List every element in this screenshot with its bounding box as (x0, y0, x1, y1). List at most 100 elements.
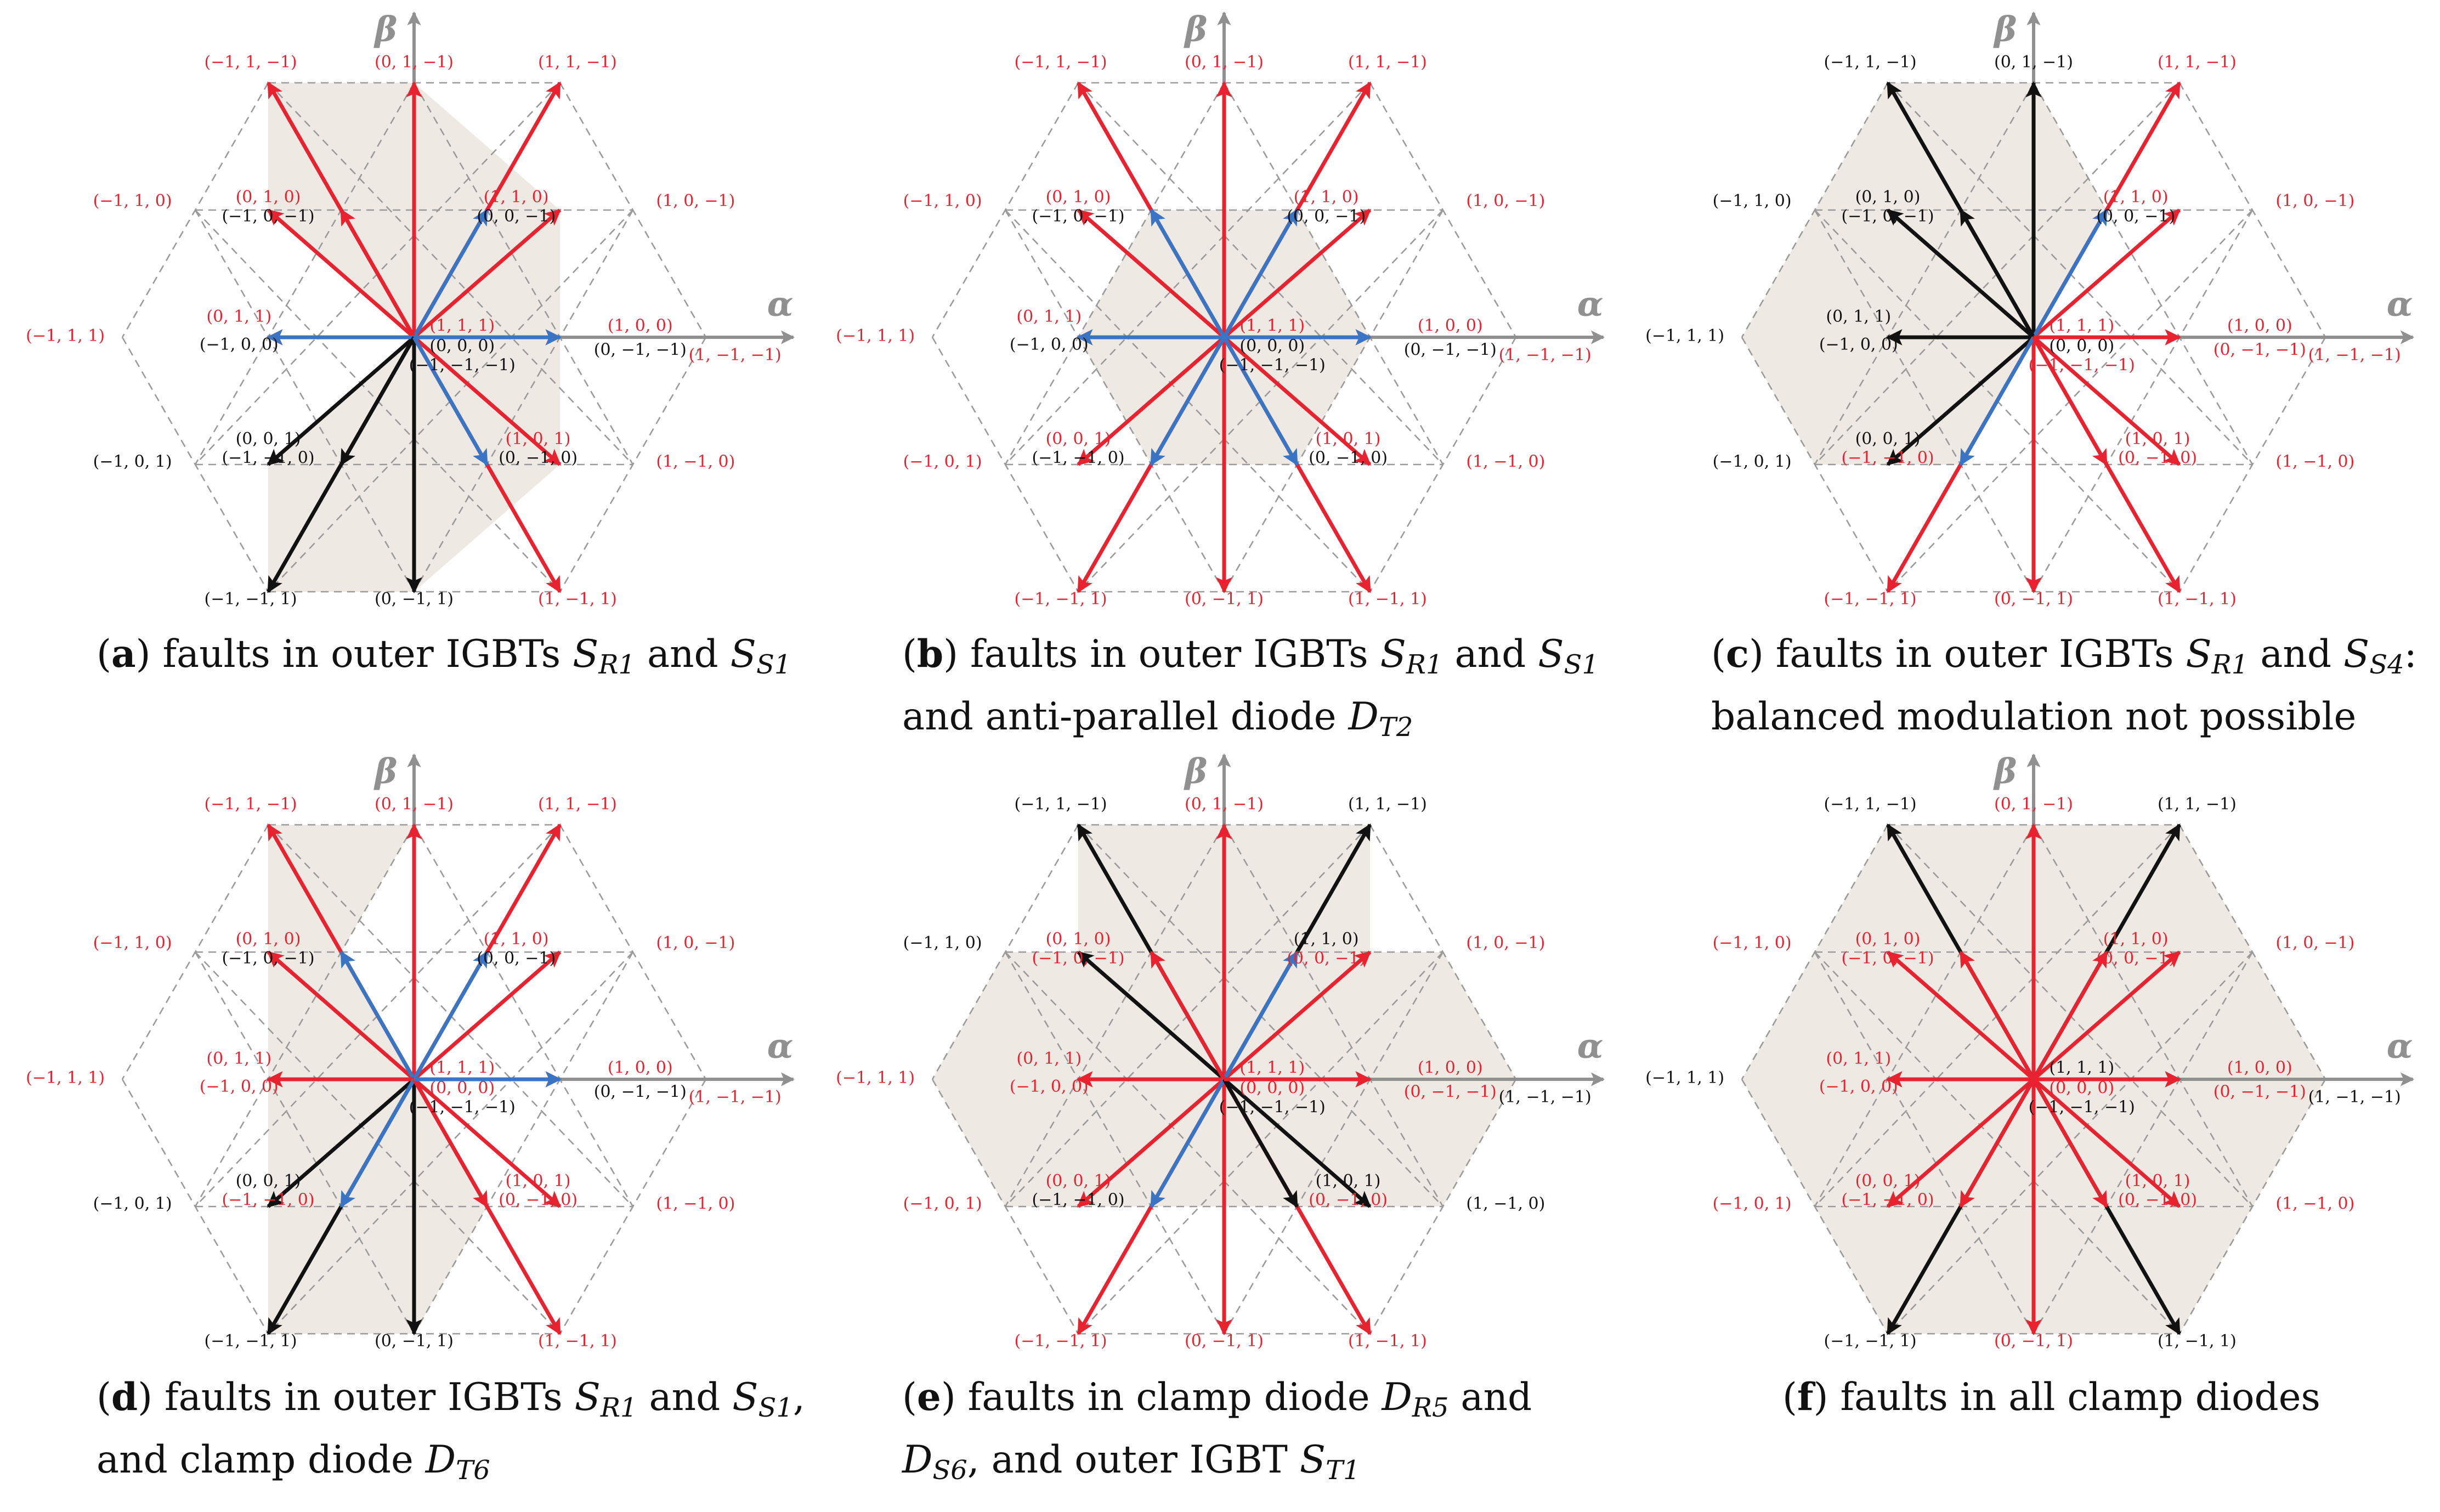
caption-text: and clamp diode (97, 1438, 426, 1482)
caption-text: T6 (456, 1455, 490, 1486)
label-large-npp: (−1, 1, 1) (26, 1068, 105, 1088)
label-large-pnn: (1, −1, −1) (1499, 1088, 1592, 1107)
label-small-nno: (−1, −1, 0) (1032, 1191, 1124, 1210)
panel-c: αβ(1, 1, −1)(0, 1, −1)(−1, 1, −1)(−1, 1,… (1645, 9, 2413, 609)
label-small-oop: (0, 0, 1) (1855, 429, 1921, 449)
caption-text: and (635, 632, 731, 676)
caption-text: and (1449, 1375, 1532, 1419)
label-small-opp: (0, 1, 1) (206, 1049, 271, 1068)
label-small-onn: (0, −1, −1) (1404, 1082, 1497, 1101)
label-large-pnp: (1, −1, 1) (538, 590, 617, 609)
caption-line: (e) faults in clamp diode DR5 and (902, 1371, 1532, 1434)
caption-text: S1 (758, 1392, 792, 1423)
label-small-oop: (0, 0, 1) (1855, 1171, 1921, 1191)
label-large-nnp: (−1, −1, 1) (1824, 1332, 1917, 1351)
label-small-ppo: (1, 1, 0) (484, 188, 549, 207)
label-large-pon: (1, 0, −1) (1466, 191, 1545, 211)
label-zero-nnn: (−1, −1, −1) (409, 1097, 516, 1117)
caption-text: D (902, 1438, 932, 1482)
caption-text: : (2404, 632, 2417, 676)
label-large-onp: (0, −1, 1) (1185, 1332, 1264, 1351)
caption-text: d (111, 1375, 138, 1419)
label-large-opn: (0, 1, −1) (375, 53, 454, 72)
label-zero-ooo: (0, 0, 0) (2049, 1079, 2114, 1098)
label-large-pnp: (1, −1, 1) (538, 1332, 617, 1351)
caption-line: (c) faults in outer IGBTs SR1 and SS4: (1711, 628, 2417, 691)
caption-text: ) faults in outer IGBTs (138, 1375, 574, 1419)
label-small-non: (−1, 0, −1) (222, 207, 314, 226)
label-large-nop: (−1, 0, 1) (903, 452, 982, 472)
label-small-ono: (0, −1, 0) (499, 1191, 578, 1210)
label-small-nno: (−1, −1, 0) (1841, 1191, 1934, 1210)
caption-text: and anti-parallel diode (902, 695, 1348, 739)
label-large-pno: (1, −1, 0) (656, 452, 735, 472)
label-small-opp: (0, 1, 1) (1016, 1049, 1082, 1068)
label-zero-ppp: (1, 1, 1) (429, 1058, 495, 1077)
label-large-nnp: (−1, −1, 1) (205, 1332, 297, 1351)
label-small-nno: (−1, −1, 0) (1032, 449, 1124, 468)
caption-line: and anti-parallel diode DT2 (902, 691, 1599, 754)
caption-text: T2 (1379, 712, 1413, 743)
label-small-nno: (−1, −1, 0) (222, 449, 314, 468)
beta-axis-label: β (373, 9, 397, 49)
label-large-pno: (1, −1, 0) (2275, 1194, 2354, 1214)
label-large-opn: (0, 1, −1) (375, 795, 454, 814)
label-large-onp: (0, −1, 1) (1994, 1332, 2073, 1351)
label-zero-ooo: (0, 0, 0) (429, 337, 495, 356)
label-small-ppo: (1, 1, 0) (1294, 188, 1359, 207)
label-small-opo: (0, 1, 0) (236, 188, 301, 207)
label-small-poo: (1, 0, 0) (608, 1058, 673, 1077)
label-small-oon: (0, 0, −1) (1287, 207, 1366, 226)
caption-text: S (1538, 632, 1564, 676)
label-large-npn: (−1, 1, −1) (205, 795, 297, 814)
caption-f: (f) faults in all clamp diodes (1782, 1371, 2320, 1424)
panel-d: αβ(1, 1, −1)(0, 1, −1)(−1, 1, −1)(−1, 1,… (26, 751, 793, 1351)
label-zero-nnn: (−1, −1, −1) (2029, 1097, 2135, 1117)
label-small-opo: (0, 1, 0) (1046, 930, 1111, 949)
caption-text: and (1443, 632, 1538, 676)
beta-axis-label: β (373, 751, 397, 791)
label-small-opo: (0, 1, 0) (1855, 188, 1921, 207)
caption-line: DS6, and outer IGBT ST1 (902, 1434, 1532, 1497)
caption-text: ) faults in outer IGBTs (1749, 632, 2186, 676)
beta-axis-label: β (1993, 9, 2017, 49)
caption-line: (b) faults in outer IGBTs SR1 and SS1 (902, 628, 1599, 691)
caption-text: balanced modulation not possible (1711, 695, 2356, 739)
label-large-pno: (1, −1, 0) (1466, 452, 1545, 472)
caption-text: R1 (1406, 649, 1443, 680)
label-large-pnn: (1, −1, −1) (689, 1088, 782, 1107)
label-small-poo: (1, 0, 0) (1418, 316, 1483, 335)
label-small-pop: (1, 0, 1) (2125, 429, 2190, 449)
label-small-poo: (1, 0, 0) (2227, 1058, 2292, 1077)
caption-text: , (793, 1375, 805, 1419)
caption-text: , and outer IGBT (967, 1438, 1300, 1482)
caption-text: R1 (598, 649, 635, 680)
beta-axis-label: β (1993, 751, 2017, 791)
label-small-onn: (0, −1, −1) (2213, 340, 2306, 359)
label-small-pop: (1, 0, 1) (1316, 429, 1381, 449)
shaded-region (1742, 83, 2107, 465)
label-large-pnn: (1, −1, −1) (1499, 346, 1592, 365)
caption-text: ( (902, 1375, 917, 1419)
label-small-oop: (0, 0, 1) (236, 1171, 301, 1191)
label-small-ppo: (1, 1, 0) (2103, 930, 2169, 949)
caption-line: balanced modulation not possible (1711, 691, 2417, 743)
label-large-pon: (1, 0, −1) (656, 933, 735, 953)
label-small-oon: (0, 0, −1) (2096, 207, 2175, 226)
label-large-pon: (1, 0, −1) (1466, 933, 1545, 953)
label-small-noo: (−1, 0, 0) (1819, 1077, 1898, 1096)
caption-text: S (573, 632, 598, 676)
caption-text: b (917, 632, 943, 676)
label-large-pnp: (1, −1, 1) (2158, 590, 2237, 609)
label-large-nop: (−1, 0, 1) (1713, 1194, 1792, 1214)
label-small-ono: (0, −1, 0) (2118, 1191, 2197, 1210)
alpha-axis-label: α (767, 1026, 794, 1066)
label-large-nnp: (−1, −1, 1) (205, 590, 297, 609)
label-small-noo: (−1, 0, 0) (1010, 335, 1089, 354)
label-large-onp: (0, −1, 1) (375, 1332, 454, 1351)
label-large-nop: (−1, 0, 1) (1713, 452, 1792, 472)
label-small-ppo: (1, 1, 0) (1294, 930, 1359, 949)
